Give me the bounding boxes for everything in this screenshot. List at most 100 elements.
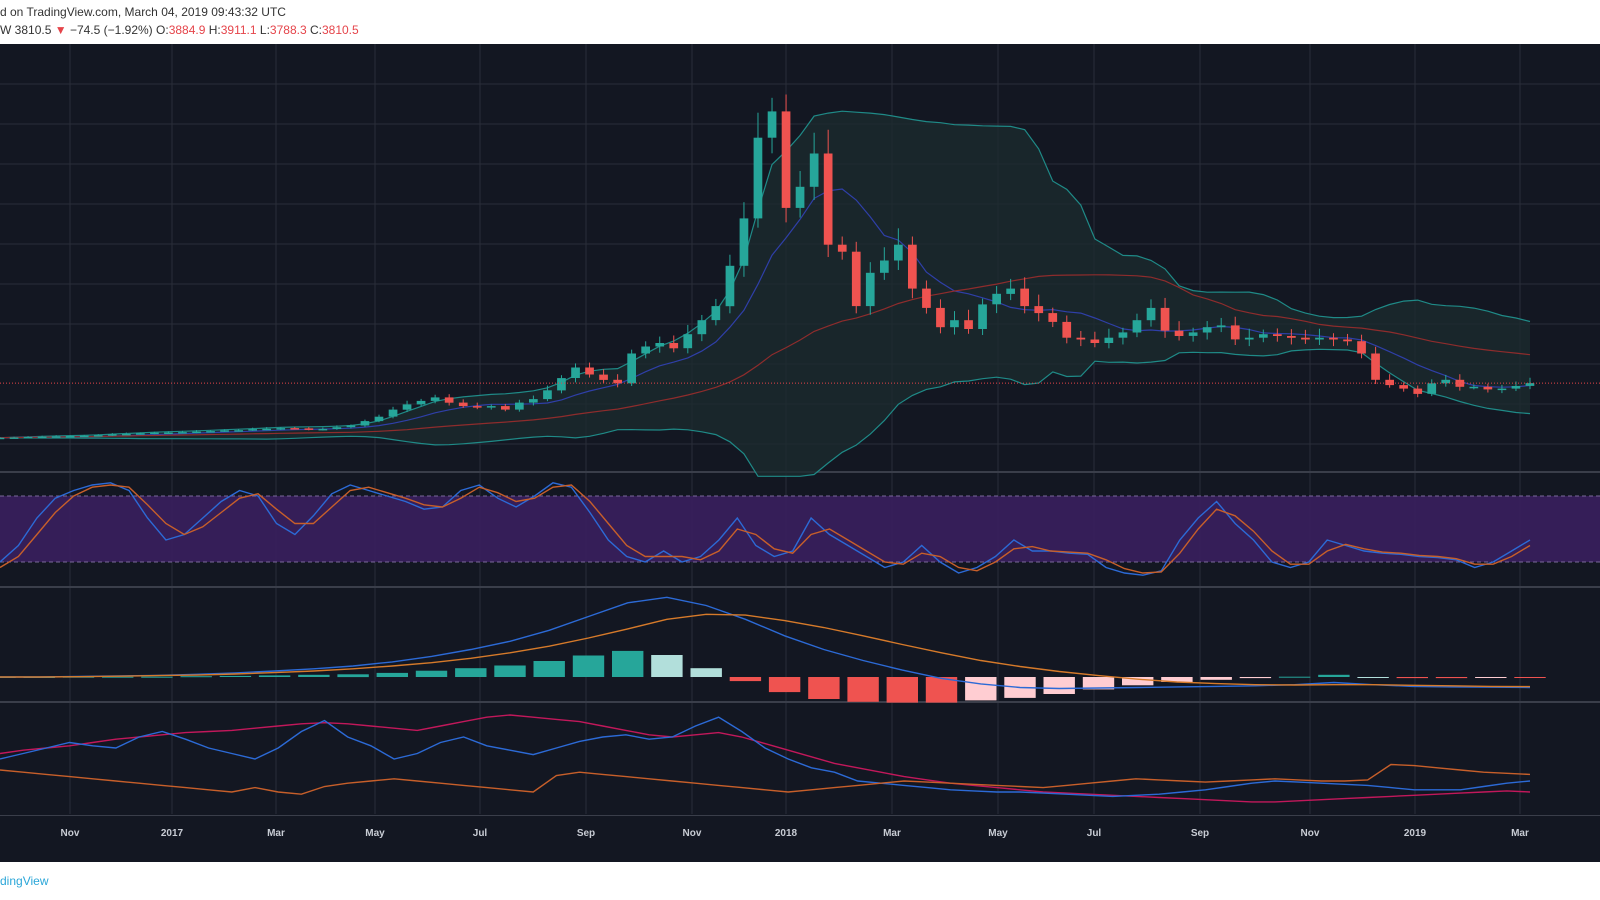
candle-body-108 (1511, 386, 1521, 389)
macd-histogram-bar-11 (415, 670, 448, 677)
candle-body-6 (79, 435, 89, 438)
candle-body-45 (627, 353, 636, 384)
candle-body-104 (1455, 379, 1465, 387)
macd-histogram-bar-24 (925, 677, 958, 703)
brand-footer: dingView (0, 874, 49, 888)
candle-body-56 (781, 111, 791, 208)
candle-body-87 (1216, 325, 1226, 328)
candle-body-26 (360, 421, 370, 426)
macd-pane[interactable] (0, 596, 1546, 703)
bollinger-upper-line (0, 110, 1531, 439)
candle-body-63 (880, 260, 889, 273)
candle-body-1 (9, 437, 19, 439)
time-axis-label-7: 2018 (775, 828, 798, 839)
candle-body-52 (725, 265, 735, 307)
adx-line (0, 763, 1531, 795)
chart-canvas[interactable]: Nov 2017 Mar May Jul Sep Nov 2018 Mar May Jul Sep No… (0, 44, 1600, 862)
macd-histogram-bar-28 (1082, 677, 1115, 690)
candle-body-13 (178, 432, 187, 434)
macd-histogram-bar-12 (455, 668, 487, 677)
macd-histogram-bar-3 (102, 676, 134, 678)
candle-body-91 (1273, 334, 1282, 336)
candle-body-61 (851, 251, 861, 307)
candle-body-67 (936, 307, 945, 328)
candle-body-30 (416, 400, 426, 405)
high-value: 3911.1 (220, 23, 257, 37)
candle-body-44 (613, 379, 622, 384)
candle-body-5 (65, 436, 75, 438)
time-axis-label-3: May (365, 828, 385, 839)
candle-body-65 (908, 244, 917, 289)
macd-histogram-bar-27 (1043, 677, 1075, 694)
candle-body-46 (641, 346, 650, 354)
candle-body-88 (1230, 325, 1240, 340)
candle-body-58 (809, 153, 819, 187)
time-axis-label-13: 2019 (1404, 828, 1427, 839)
macd-histogram-bar-5 (180, 676, 212, 678)
candle-body-35 (486, 406, 496, 408)
candle-body-107 (1497, 388, 1507, 391)
macd-histogram-bar-15 (572, 655, 605, 677)
candle-body-73 (1020, 288, 1029, 307)
high-label: H: (208, 23, 221, 37)
macd-histogram-bar-9 (337, 674, 369, 678)
bollinger-band-fill (0, 111, 1530, 477)
time-axis[interactable]: Nov 2017 Mar May Jul Sep Nov 2018 Mar May Jul Sep No… (0, 816, 1600, 862)
candle-body-80 (1118, 332, 1128, 338)
candle-body-39 (543, 390, 552, 400)
candle-body-34 (472, 406, 482, 408)
candle-body-21 (290, 428, 300, 430)
candle-body-92 (1287, 336, 1296, 338)
time-axis-label-4: Jul (473, 828, 488, 839)
macd-histogram-bar-34 (1318, 674, 1350, 677)
candle-body-20 (276, 428, 286, 430)
time-axis-label-14: Mar (1511, 828, 1529, 839)
candle-body-17 (234, 430, 243, 432)
dmi-minus-line (0, 714, 1531, 803)
candle-body-37 (515, 402, 524, 410)
macd-histogram-bar-35 (1357, 677, 1389, 678)
time-axis-label-5: Sep (577, 828, 595, 839)
macd-histogram-bar-4 (141, 676, 173, 678)
time-axis-label-1: 2017 (161, 828, 184, 839)
time-axis-label-8: Mar (883, 828, 901, 839)
close-label: C: (309, 23, 322, 37)
stochastic-pane[interactable] (0, 482, 1600, 576)
down-arrow-icon: ▼ (54, 23, 67, 37)
dmi-plus-line (0, 716, 1531, 798)
candle-body-43 (599, 374, 608, 380)
macd-histogram-bar-18 (690, 668, 722, 677)
macd-histogram-bar-14 (533, 661, 565, 677)
candle-body-106 (1483, 386, 1493, 390)
dmi-pane[interactable] (0, 714, 1531, 803)
macd-histogram-bar-33 (1278, 676, 1311, 678)
candle-body-51 (711, 306, 721, 321)
macd-histogram-bar-20 (768, 677, 801, 693)
open-value: 3884.9 (168, 23, 206, 37)
candle-body-60 (837, 244, 847, 252)
candle-body-48 (669, 343, 679, 349)
candle-body-28 (388, 409, 398, 417)
macd-histogram-bar-25 (965, 677, 997, 701)
macd-histogram-bar-29 (1122, 677, 1154, 686)
candle-body-50 (697, 320, 707, 335)
candle-body-100 (1399, 385, 1408, 389)
price-pane[interactable] (0, 94, 1600, 477)
candle-body-83 (1160, 307, 1170, 331)
macd-histogram-bar-30 (1161, 677, 1193, 682)
candle-body-105 (1469, 386, 1479, 389)
candle-body-31 (430, 397, 440, 401)
candle-body-70 (978, 304, 987, 329)
candle-body-14 (192, 431, 201, 434)
open-label: O: (156, 23, 169, 37)
candle-body-19 (262, 428, 271, 431)
time-axis-label-11: Sep (1191, 828, 1209, 839)
candle-body-3 (37, 436, 47, 439)
macd-histogram-bar-16 (612, 650, 644, 677)
candle-body-47 (655, 343, 665, 347)
candle-body-40 (557, 378, 566, 391)
candle-body-11 (150, 432, 159, 435)
candle-body-12 (164, 432, 173, 434)
candle-body-4 (51, 436, 61, 438)
published-info: d on TradingView.com, March 04, 2019 09:… (0, 5, 286, 19)
